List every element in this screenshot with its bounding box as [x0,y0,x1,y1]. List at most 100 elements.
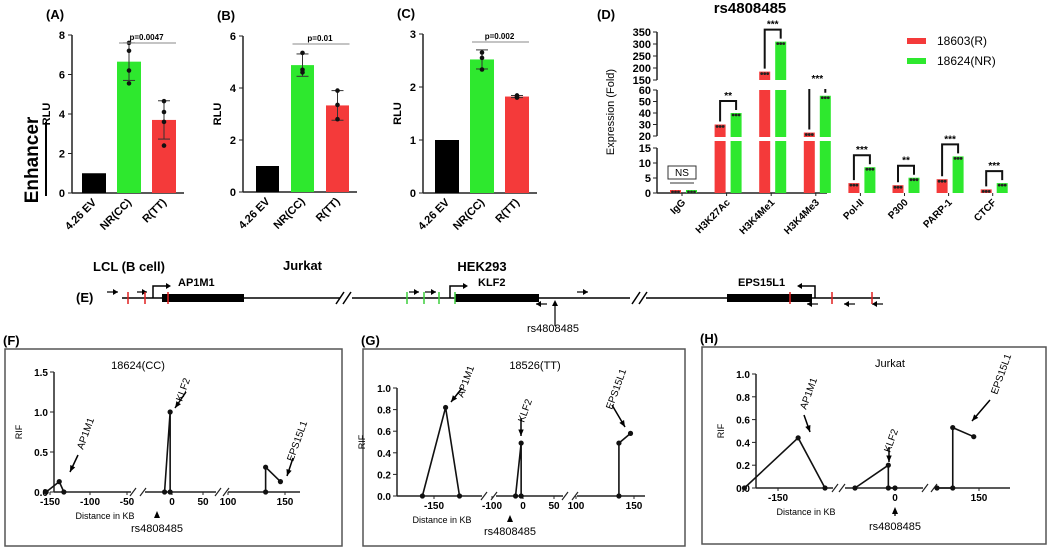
legend-label: 18624(NR) [937,54,996,68]
gene-body-eps15l1 [727,294,812,302]
x-tick-label: Pol-II [841,197,866,222]
data-point [984,190,988,193]
gene-body-ap1m1 [162,294,244,302]
annotation-arrow-head [619,420,625,427]
data-point [909,178,913,182]
data-point [865,167,869,171]
bar-parp-1-nr [952,156,964,193]
axis-break [571,491,579,501]
y-tick-label: 5 [645,173,651,185]
data-point [760,72,764,75]
x-tick-label: 0 [520,501,526,512]
x-tick-label: PARP-1 [922,197,955,230]
bar-p300-r [892,185,904,193]
x-tick-label: IgG [669,197,689,217]
data-point [335,88,340,93]
y-tick-label: 0.6 [736,416,750,427]
y-axis-label: RLU [41,103,53,126]
x-tick-label: 150 [971,493,988,504]
data-point [161,489,168,495]
significance-bracket [985,170,1004,187]
panel-g-line-chart: (G) 18526(TT) 0.0 0.2 0.4 0.6 0.8 1.0 RIF -150 -10… [357,333,686,547]
axis-break [222,487,230,497]
panel-d-broken-axis-bar-chart: (D) rs4808485 0 5 10 152030405060150200250300… [597,0,1008,237]
y-tick-label: 60 [639,85,651,97]
data-point [934,485,940,491]
data-point [56,479,62,485]
axis-break [129,487,137,497]
data-point [782,42,786,45]
x-tick-label: 150 [626,501,643,512]
x-axis-label: HEK293 [457,259,506,274]
bar-4-26-ev [82,173,106,193]
x-tick-label: P300 [886,197,911,222]
data-point [161,119,167,125]
panel-e-gene-map: (E) AP1M1 KLF2 EPS15L1 rs4808485 [76,277,883,335]
primer-arrow-head [872,301,877,307]
data-point [674,190,677,194]
data-point [479,67,485,72]
panel-label: (D) [597,7,615,22]
bar-parp-1-r [936,179,948,193]
significance-label: *** [856,145,868,156]
x-tick-label: NR(CC) [98,196,134,232]
data-point [512,493,519,499]
y-tick-label: 15 [639,143,651,155]
data-point [167,409,173,415]
legend-swatch [907,38,926,44]
data-point [795,435,801,441]
y-tick-label: 10 [639,158,651,170]
annotation-arrow-head [70,465,76,472]
data-point [915,178,919,182]
data-point [741,485,748,491]
panel-h-line-chart: (H)Jurkat0.00.20.40.60.81.0RIF-1500150Di… [700,331,1047,545]
y-tick-label: 2 [410,82,416,94]
snp-label: rs4808485 [869,521,921,533]
x-axis-label: Distance in KB [776,507,835,517]
bar-ctcf-nr [996,183,1008,193]
axis-break-gap [659,81,839,89]
y-tick-label: 2 [59,149,65,161]
data-point [987,190,991,193]
axis-break [831,483,839,493]
snp-label: rs4808485 [484,526,536,538]
gene-label-klf2: KLF2 [478,277,506,289]
bar-pol-ii-r [848,183,860,193]
panel-label: (A) [46,7,64,22]
y-tick-label: 3 [410,29,416,41]
y-tick-label: 200 [633,63,651,75]
data-point [820,96,824,100]
chart-title: Jurkat [875,358,905,370]
data-point [822,485,828,491]
primer-arrow-head [536,301,541,307]
panel-frame [4,348,343,547]
y-tick-label: 0.2 [736,461,750,472]
legend-swatch [907,58,926,64]
bar-h3k4me1-nr [775,90,787,193]
data-point [899,185,903,189]
gene-label-ap1m1: AP1M1 [178,277,215,289]
tss-arrow-eps15l1 [802,285,816,298]
data-point [953,157,957,160]
bar-top-h3k4me1-nr [775,41,787,80]
data-point [518,440,524,446]
data-point [950,424,956,431]
data-point [807,133,811,136]
data-point [616,493,622,499]
chart-title: 18526(TT) [509,360,560,372]
data-point [126,68,132,73]
y-tick-label: 1 [410,135,416,147]
primer-arrow-head [431,289,436,295]
break-mark [631,291,648,305]
bar-p300-nr [908,177,920,193]
annotation-arrow-head [972,414,979,421]
significance-label: NS [675,168,689,179]
y-tick-label: 250 [633,51,651,63]
y-axis-label: RLU [212,103,224,126]
x-tick-label: -150 [768,493,788,504]
tss-arrow-head [797,283,802,289]
data-line [937,426,975,489]
data-point [690,190,693,194]
